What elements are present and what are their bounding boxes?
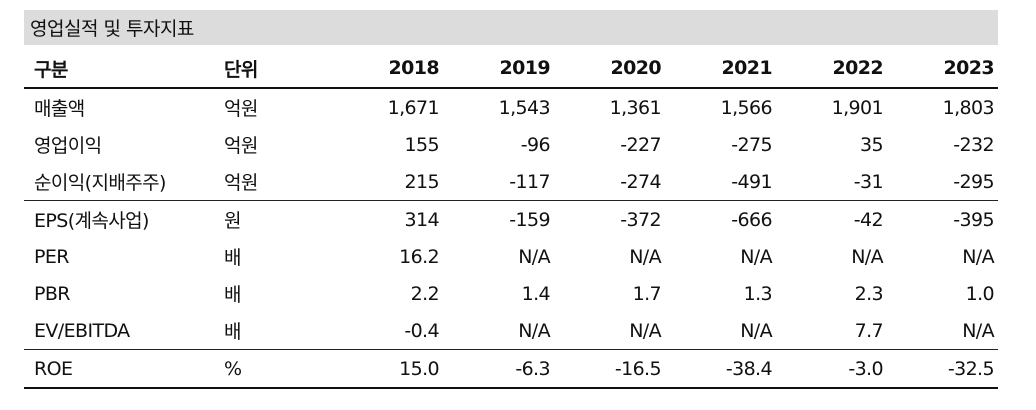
cell-value: N/A xyxy=(443,312,554,350)
cell-value: 1,361 xyxy=(609,96,662,119)
cell-value: 1,543 xyxy=(498,96,551,119)
cell-value: 2.3 xyxy=(854,282,884,305)
cell-value: -42 xyxy=(853,208,884,231)
cell-value: 2.2 xyxy=(410,282,440,305)
row-label: 영업이익 xyxy=(34,135,102,157)
cell-value: -3.0 xyxy=(776,349,887,389)
cell-value: -96 xyxy=(520,133,551,156)
table-row: EPS(계속사업) 원 314 -159 -372 -666 -42 -395 xyxy=(24,201,998,239)
row-label: EPS(계속사업) xyxy=(34,210,149,232)
cell-value: -275 xyxy=(731,133,772,156)
row-unit: 억원 xyxy=(220,163,332,201)
header-item: 구분 xyxy=(24,45,220,89)
cell-value: 1,901 xyxy=(831,96,884,119)
table-row: 영업이익 억원 155 -96 -227 -275 35 -232 xyxy=(24,126,998,163)
cell-value: 1.3 xyxy=(743,282,773,305)
cell-value: -38.4 xyxy=(665,349,776,389)
cell-value: N/A xyxy=(962,245,994,268)
cell-value: 35 xyxy=(860,133,884,156)
table-row: PBR 배 2.2 1.4 1.7 1.3 2.3 1.0 xyxy=(24,275,998,312)
cell-value: -159 xyxy=(509,208,550,231)
row-unit: 배 xyxy=(224,247,241,269)
cell-value: -16.5 xyxy=(554,349,665,389)
cell-value: 16.2 xyxy=(399,245,440,268)
cell-value: -232 xyxy=(953,133,994,156)
row-unit: 억원 xyxy=(224,135,258,157)
cell-value: -491 xyxy=(665,163,776,201)
cell-value: 1.7 xyxy=(632,282,662,305)
cell-value: N/A xyxy=(554,312,665,350)
cell-value: -274 xyxy=(554,163,665,201)
cell-value: N/A xyxy=(518,245,550,268)
row-label: 매출액 xyxy=(34,98,85,120)
cell-value: 7.7 xyxy=(776,312,887,350)
header-year: 2021 xyxy=(665,45,776,89)
table-row: 매출액 억원 1,671 1,543 1,361 1,566 1,901 1,8… xyxy=(24,88,998,126)
cell-value: -0.4 xyxy=(332,312,443,350)
cell-value: 1.4 xyxy=(521,282,551,305)
row-unit: 원 xyxy=(224,210,241,232)
cell-value: -666 xyxy=(731,208,772,231)
row-label: PBR xyxy=(34,282,71,305)
cell-value: -6.3 xyxy=(443,349,554,389)
header-year: 2019 xyxy=(443,45,554,89)
header-year: 2023 xyxy=(887,45,998,89)
cell-value: -295 xyxy=(887,163,998,201)
row-unit: % xyxy=(220,349,332,389)
header-year: 2018 xyxy=(332,45,443,89)
cell-value: N/A xyxy=(629,245,661,268)
row-label: PER xyxy=(34,245,69,268)
cell-value: -227 xyxy=(620,133,661,156)
header-year: 2020 xyxy=(554,45,665,89)
cell-value: -31 xyxy=(776,163,887,201)
row-unit: 배 xyxy=(220,312,332,350)
cell-value: 215 xyxy=(332,163,443,201)
financial-table: 구분 단위 2018 2019 2020 2021 2022 2023 매출액 … xyxy=(24,45,998,389)
cell-value: -32.5 xyxy=(887,349,998,389)
table-row: ROE % 15.0 -6.3 -16.5 -38.4 -3.0 -32.5 xyxy=(24,349,998,389)
cell-value: 15.0 xyxy=(332,349,443,389)
cell-value: 1.0 xyxy=(965,282,995,305)
cell-value: N/A xyxy=(851,245,883,268)
cell-value: 314 xyxy=(404,208,440,231)
cell-value: 1,566 xyxy=(720,96,773,119)
header-unit: 단위 xyxy=(220,45,332,89)
cell-value: -117 xyxy=(443,163,554,201)
financial-summary-panel: 영업실적 및 투자지표 구분 단위 2018 2019 2020 2021 20… xyxy=(24,10,998,389)
row-label: 순이익(지배주주) xyxy=(24,163,220,201)
row-label: ROE xyxy=(24,349,220,389)
row-label: EV/EBITDA xyxy=(24,312,220,350)
cell-value: 1,803 xyxy=(942,96,995,119)
cell-value: 155 xyxy=(404,133,440,156)
header-row: 구분 단위 2018 2019 2020 2021 2022 2023 xyxy=(24,45,998,89)
cell-value: N/A xyxy=(887,312,998,350)
table-row: 순이익(지배주주) 억원 215 -117 -274 -491 -31 -295 xyxy=(24,163,998,201)
row-unit: 배 xyxy=(224,284,241,306)
cell-value: -395 xyxy=(953,208,994,231)
table-row: EV/EBITDA 배 -0.4 N/A N/A N/A 7.7 N/A xyxy=(24,312,998,350)
cell-value: N/A xyxy=(740,245,772,268)
row-unit: 억원 xyxy=(224,98,258,120)
table-row: PER 배 16.2 N/A N/A N/A N/A N/A xyxy=(24,238,998,275)
cell-value: -372 xyxy=(620,208,661,231)
cell-value: 1,671 xyxy=(387,96,440,119)
table-title: 영업실적 및 투자지표 xyxy=(24,10,998,45)
header-year: 2022 xyxy=(776,45,887,89)
cell-value: N/A xyxy=(665,312,776,350)
